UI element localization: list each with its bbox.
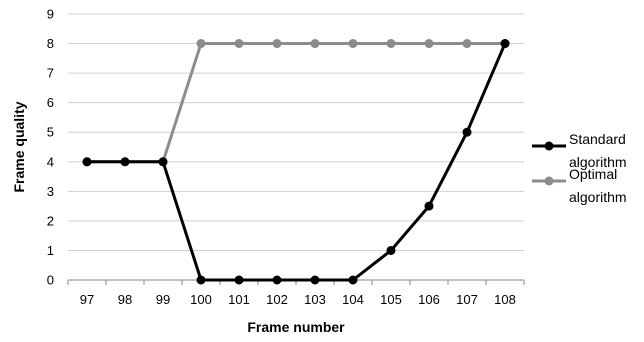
legend-label: algorithm <box>569 154 627 170</box>
x-tick-label: 99 <box>156 292 170 307</box>
data-point <box>424 201 434 211</box>
gridlines <box>68 13 524 251</box>
legend-label: Optimal <box>569 166 617 182</box>
y-tick-label: 3 <box>47 184 54 199</box>
data-point <box>500 39 510 49</box>
data-point <box>424 39 434 49</box>
y-axis-ticks: 0 1 2 3 4 5 6 7 8 9 <box>47 7 54 288</box>
x-tick-label: 108 <box>494 292 516 307</box>
legend-item-0: Standard algorithm <box>532 131 627 170</box>
y-tick-label: 9 <box>47 7 54 22</box>
x-tick-label: 107 <box>456 292 478 307</box>
y-tick-label: 8 <box>47 36 54 51</box>
data-point <box>462 39 472 49</box>
y-tick-label: 4 <box>47 154 54 169</box>
data-point <box>196 39 206 49</box>
y-axis-title: Frame quality <box>11 101 27 192</box>
x-tick-label: 97 <box>80 292 94 307</box>
data-point <box>348 275 358 285</box>
data-point <box>158 157 168 167</box>
data-point <box>120 157 130 167</box>
data-point <box>386 245 396 255</box>
series-group <box>82 39 510 285</box>
data-point <box>310 275 320 285</box>
data-point <box>234 275 244 285</box>
y-tick-label: 1 <box>47 243 54 258</box>
data-point <box>82 157 92 167</box>
legend-swatch-marker <box>544 176 554 186</box>
x-tick-label: 98 <box>118 292 132 307</box>
y-tick-label: 5 <box>47 125 54 140</box>
x-tick-label: 102 <box>266 292 288 307</box>
legend-swatch-marker <box>544 141 554 151</box>
data-point <box>462 127 472 137</box>
x-tick-label: 101 <box>228 292 250 307</box>
y-tick-label: 2 <box>47 213 54 228</box>
y-tick-label: 7 <box>47 66 54 81</box>
data-point <box>348 39 358 49</box>
data-point <box>196 275 206 285</box>
x-tick-label: 105 <box>380 292 402 307</box>
data-point <box>234 39 244 49</box>
data-point <box>310 39 320 49</box>
x-tick-label: 106 <box>418 292 440 307</box>
x-tick-label: 103 <box>304 292 326 307</box>
data-point <box>272 275 282 285</box>
legend-label: Standard <box>569 131 626 147</box>
x-axis-ticks: 97 98 99 100 101 102 103 104 105 106 107 108 <box>80 292 516 307</box>
data-point <box>386 39 396 49</box>
legend-item-1: Optimal algorithm <box>532 166 627 205</box>
series-line <box>87 42 507 282</box>
y-tick-label: 0 <box>47 273 54 288</box>
series-0 <box>82 39 510 285</box>
y-tick-label: 6 <box>47 95 54 110</box>
data-point <box>272 39 282 49</box>
x-tick-label: 104 <box>342 292 364 307</box>
x-tick-label: 100 <box>190 292 212 307</box>
legend-label: algorithm <box>569 189 627 205</box>
x-axis-title: Frame number <box>247 319 345 335</box>
